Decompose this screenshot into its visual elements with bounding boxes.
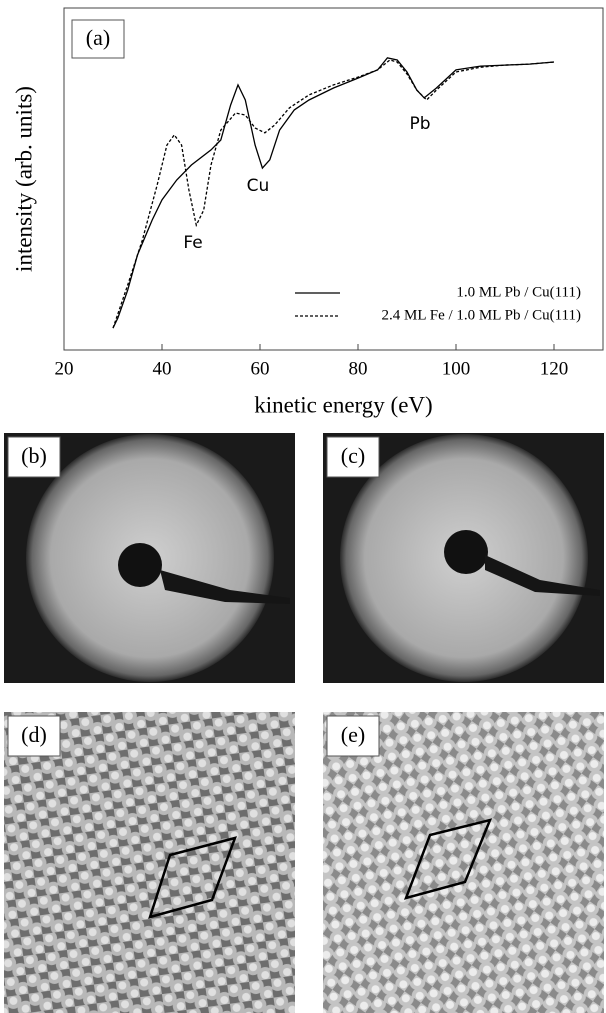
panel-label: (c) — [341, 443, 365, 468]
stm-image-d — [4, 712, 295, 1013]
x-tick-label: 40 — [153, 358, 172, 379]
x-axis-label: kinetic energy (eV) — [254, 392, 432, 417]
x-tick-label: 20 — [55, 358, 74, 379]
stm-image-e — [323, 712, 604, 1013]
annotation: Fe — [183, 233, 202, 253]
x-tick-label: 100 — [442, 358, 471, 379]
x-tick-label: 60 — [251, 358, 270, 379]
panel-label: (a) — [86, 25, 110, 50]
y-axis-label: intensity (arb. units) — [11, 86, 36, 272]
panel-label: (e) — [341, 722, 365, 747]
legend-label: 1.0 ML Pb / Cu(111) — [456, 284, 581, 300]
figure: 20 40 60 80 100 120 kinetic energy (eV) intensi… — [0, 0, 606, 1013]
legend-label: 2.4 ML Fe / 1.0 ML Pb / Cu(111) — [382, 307, 581, 323]
annotation: Cu — [247, 176, 270, 196]
panel-label: (b) — [21, 443, 47, 468]
x-tick-label: 80 — [349, 358, 368, 379]
panel-label: (d) — [21, 722, 47, 747]
x-tick-label: 120 — [540, 358, 569, 379]
annotation: Pb — [409, 114, 430, 134]
page: 20 40 60 80 100 120 kinetic energy (eV) intensi… — [0, 0, 606, 1013]
